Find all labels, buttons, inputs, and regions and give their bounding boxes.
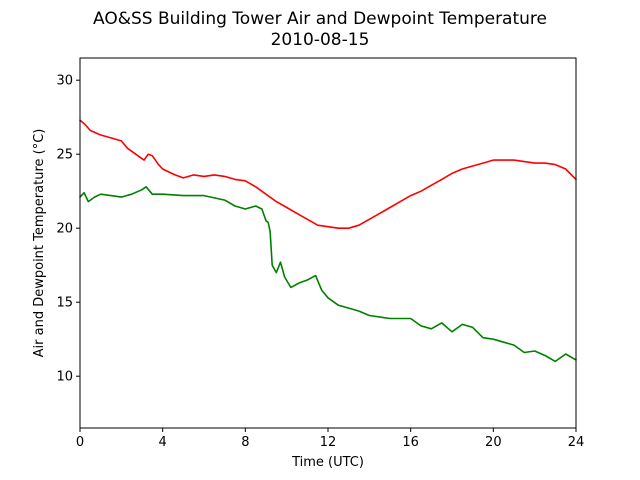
x-tick-label: 4 bbox=[159, 435, 167, 450]
y-axis: 10 15 20 25 30 bbox=[56, 74, 80, 385]
y-tick-label: 25 bbox=[56, 148, 73, 163]
plot-background bbox=[80, 58, 576, 428]
chart-subtitle: 2010-08-15 bbox=[271, 30, 370, 50]
y-tick-label: 20 bbox=[56, 222, 73, 237]
series-layer bbox=[79, 119, 577, 363]
chart-title: AO&SS Building Tower Air and Dewpoint Te… bbox=[93, 9, 547, 29]
x-tick-label: 0 bbox=[76, 435, 84, 450]
x-axis-label: Time (UTC) bbox=[291, 455, 364, 470]
air-temperature-line bbox=[79, 119, 577, 229]
y-tick-label: 30 bbox=[56, 74, 73, 89]
y-axis-label: Air and Dewpoint Temperature (°C) bbox=[32, 129, 47, 358]
y-tick-label: 15 bbox=[56, 296, 73, 311]
x-tick-label: 24 bbox=[568, 435, 585, 450]
dewpoint-temperature-line bbox=[79, 186, 577, 363]
x-tick-label: 20 bbox=[485, 435, 502, 450]
x-tick-label: 12 bbox=[320, 435, 337, 450]
plot-area bbox=[79, 57, 577, 429]
x-tick-label: 16 bbox=[402, 435, 419, 450]
x-tick-label: 8 bbox=[241, 435, 249, 450]
y-tick-label: 10 bbox=[56, 370, 73, 385]
x-axis: 0 4 8 12 16 20 24 bbox=[76, 428, 584, 450]
